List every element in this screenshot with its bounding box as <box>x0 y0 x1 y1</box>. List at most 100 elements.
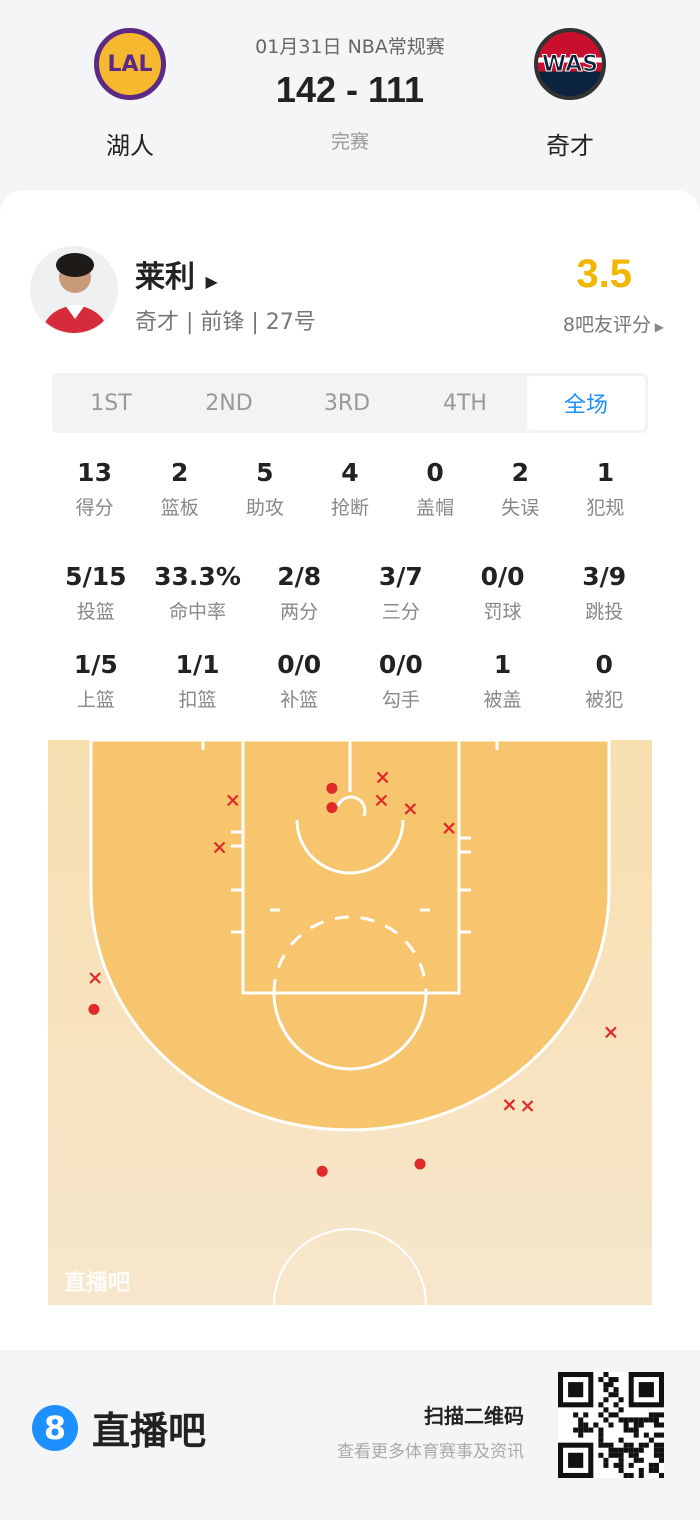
stat-value: 4 <box>341 458 359 487</box>
shot-made <box>414 1158 426 1170</box>
stat-value: 5/15 <box>65 562 127 591</box>
stat-item: 0 盖帽 <box>393 458 478 520</box>
stat-item: 0/0 勾手 <box>350 650 452 712</box>
stat-label: 投篮 <box>76 601 115 623</box>
stat-value: 5 <box>256 458 274 487</box>
player-name-link[interactable]: 莱利 ▶ <box>135 252 218 296</box>
stat-item: 0/0 罚球 <box>452 562 554 624</box>
stat-item: 1 犯规 <box>563 458 648 520</box>
stat-item: 2 篮板 <box>137 458 222 520</box>
wizards-logo: WAS <box>534 28 606 100</box>
shot-chart: 直播吧 <box>48 740 652 1305</box>
player-avatar[interactable] <box>30 246 118 334</box>
stat-value: 0/0 <box>277 650 322 679</box>
stat-value: 33.3% <box>154 562 241 591</box>
shot-missed <box>213 841 226 854</box>
period-tabs: 1ST 2ND 3RD 4TH 全场 <box>52 373 648 433</box>
away-team-name: 奇才 <box>546 132 594 160</box>
shot-made <box>326 782 338 794</box>
court-lines <box>201 740 499 1305</box>
stat-label: 犯规 <box>586 497 625 519</box>
stat-item: 3/7 三分 <box>350 562 452 624</box>
shot-missed <box>605 1026 617 1039</box>
stat-item: 5 助攻 <box>222 458 307 520</box>
stat-label: 扣篮 <box>178 689 217 711</box>
stat-value: 13 <box>77 458 112 487</box>
stat-item: 13 得分 <box>52 458 137 520</box>
home-team[interactable]: LAL 湖人 <box>60 28 200 161</box>
stat-label: 罚球 <box>483 601 522 623</box>
shot-made <box>326 802 338 814</box>
rating-link[interactable]: 8吧友评分 ▶ <box>563 310 664 337</box>
stat-item: 33.3% 命中率 <box>147 562 249 624</box>
shot-missed <box>404 803 417 815</box>
match-score: 142 - 111 <box>275 69 425 110</box>
tab-full-game[interactable]: 全场 <box>527 376 645 430</box>
stat-value: 1 <box>596 458 615 487</box>
stat-item: 2 失误 <box>478 458 563 520</box>
stat-value: 0 <box>595 650 613 679</box>
stat-value: 2 <box>171 458 189 487</box>
stat-label: 抢断 <box>330 497 369 519</box>
stat-item: 0/0 补篮 <box>248 650 350 712</box>
shot-missed <box>521 1100 534 1112</box>
shot-made <box>316 1165 328 1177</box>
tab-2nd[interactable]: 2ND <box>205 390 253 416</box>
stat-item: 1/5 上篮 <box>45 650 147 712</box>
stat-label: 三分 <box>381 601 420 623</box>
stat-label: 篮板 <box>160 497 199 519</box>
stat-label: 跳投 <box>585 601 624 623</box>
stat-label: 被犯 <box>585 689 624 711</box>
match-status: 完赛 <box>330 131 369 153</box>
stats-row-shooting: 5/15 投篮 33.3% 命中率 2/8 两分 3/7 三分 0/0 罚球 3/9 跳投 <box>45 562 655 624</box>
brand-name: 直播吧 <box>92 1409 207 1453</box>
stat-label: 命中率 <box>169 601 227 623</box>
stat-item: 2/8 两分 <box>248 562 350 624</box>
stat-item: 0 被犯 <box>553 650 655 712</box>
shot-missed <box>227 794 239 807</box>
shot-missed <box>376 771 389 784</box>
tab-3rd[interactable]: 3RD <box>323 390 371 416</box>
stat-value: 0/0 <box>378 650 423 679</box>
brand-badge: 8 <box>32 1404 78 1451</box>
stat-value: 2/8 <box>277 562 322 591</box>
stat-item: 1/1 扣篮 <box>147 650 249 712</box>
tab-4th[interactable]: 4TH <box>443 390 487 416</box>
player-name: 莱利 <box>135 260 195 295</box>
stat-value: 1/5 <box>73 650 118 679</box>
stat-value: 3/7 <box>378 562 423 591</box>
qr-code[interactable] <box>558 1372 664 1478</box>
player-info: 奇才 | 前锋 | 27号 <box>135 310 316 335</box>
stat-item: 4 抢断 <box>307 458 392 520</box>
caret-right-icon: ▶ <box>205 272 218 291</box>
stats-row-basic: 13 得分 2 篮板 5 助攻 4 抢断 0 盖帽 2 失误 1 犯规 <box>52 458 648 520</box>
shot-missed <box>443 822 455 834</box>
shot-made <box>88 1003 100 1015</box>
player-rating: 3.5 <box>576 252 632 296</box>
stat-item: 1 被盖 <box>452 650 554 712</box>
stat-value: 0/0 <box>480 562 525 591</box>
shot-missed <box>89 972 101 984</box>
stat-label: 得分 <box>75 497 114 519</box>
qr-title: 扫描二维码 <box>424 1404 524 1428</box>
footer: 8 直播吧 扫描二维码 查看更多体育赛事及资讯 <box>0 1360 700 1520</box>
stat-value: 1 <box>493 650 512 679</box>
stat-label: 补篮 <box>280 689 319 711</box>
stat-label: 助攻 <box>245 497 284 519</box>
away-team[interactable]: WAS 奇才 <box>500 28 640 161</box>
qr-subtitle: 查看更多体育赛事及资讯 <box>337 1442 524 1462</box>
stat-label: 盖帽 <box>416 497 455 519</box>
rating-label: 8吧友评分 <box>562 314 651 336</box>
match-date-league: 01月31日 NBA常规赛 <box>255 36 445 58</box>
stat-label: 失误 <box>501 497 540 519</box>
brand-logo: 8 直播吧 <box>32 1400 206 1455</box>
shot-missed <box>503 1099 516 1111</box>
stat-value: 2 <box>511 458 529 487</box>
stat-item: 3/9 跳投 <box>553 562 655 624</box>
tab-1st[interactable]: 1ST <box>90 390 132 416</box>
stat-item: 5/15 投篮 <box>45 562 147 624</box>
stat-label: 被盖 <box>483 689 522 711</box>
stat-label: 上篮 <box>76 689 115 711</box>
caret-right-icon: ▶ <box>650 320 664 334</box>
shots-layer <box>88 771 617 1177</box>
